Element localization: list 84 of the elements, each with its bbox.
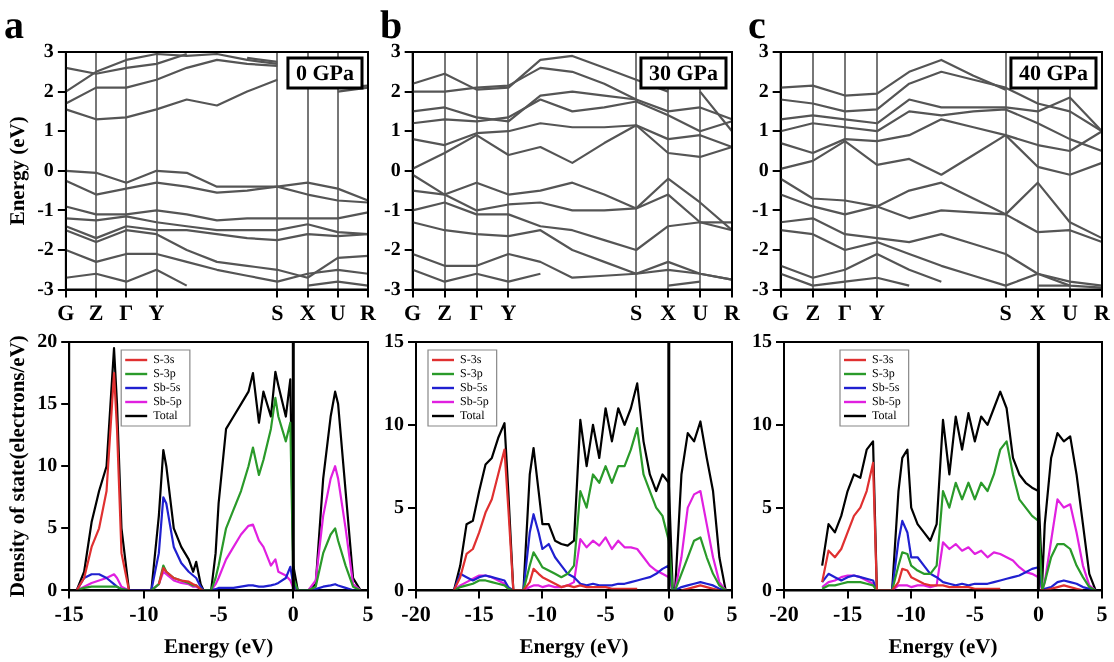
y-tick-label: 10 — [384, 413, 404, 436]
x-tick-label: 0 — [287, 603, 300, 628]
y-tick-label: 3 — [390, 41, 401, 64]
y-tick-label: 1 — [390, 120, 401, 143]
x-tick-label: Y — [869, 302, 886, 327]
y-tick-label: 3 — [758, 41, 769, 64]
y-tick-label: 2 — [43, 80, 54, 103]
y-tick-label: 15 — [752, 331, 772, 354]
x-tick-label: X — [660, 302, 677, 327]
x-tick-label: Y — [500, 302, 517, 327]
y-tick-label: 10 — [752, 413, 772, 436]
y-tick-label: 1 — [758, 120, 769, 143]
y-axis-title: Energy (eV) — [8, 115, 31, 226]
y-tick-label: 3 — [43, 41, 54, 64]
x-tick-label: G — [772, 302, 791, 327]
x-tick-label: X — [299, 302, 316, 327]
x-tick-label: 0 — [663, 603, 676, 628]
y-tick-label: 20 — [37, 331, 58, 354]
x-tick-label: S — [630, 302, 643, 327]
x-tick-label: R — [1094, 302, 1113, 327]
x-tick-label: Z — [88, 302, 104, 327]
y-tick-label: 0 — [43, 159, 54, 182]
y-tick-label: 0 — [758, 159, 769, 182]
y-tick-label: 5 — [47, 517, 58, 540]
x-tick-label: G — [404, 302, 423, 327]
x-axis-title: Energy (eV) — [164, 636, 275, 659]
y-tick-label: 15 — [384, 331, 404, 354]
y-tick-label: -3 — [37, 278, 54, 301]
y-tick-label: 5 — [394, 496, 404, 519]
x-tick-label: 5 — [362, 603, 375, 628]
y-tick-label: 10 — [37, 455, 58, 478]
y-tick-label: 1 — [43, 120, 54, 143]
y-tick-label: 2 — [758, 80, 769, 103]
x-tick-label: -5 — [965, 603, 985, 628]
x-tick-label: U — [692, 302, 709, 327]
y-tick-label: -3 — [751, 278, 769, 301]
x-tick-label: Z — [437, 302, 452, 327]
x-tick-label: Γ — [469, 302, 484, 327]
annotation: 30 GPa — [648, 61, 719, 86]
x-tick-label: -10 — [527, 603, 559, 628]
annotation: 0 GPa — [295, 61, 355, 86]
y-tick-label: -2 — [751, 239, 769, 262]
x-tick-label: -10 — [896, 603, 927, 628]
x-tick-label: U — [1061, 302, 1078, 327]
x-tick-label: -20 — [769, 603, 800, 628]
y-tick-label: -2 — [37, 239, 54, 262]
x-tick-label: -10 — [129, 603, 160, 628]
x-tick-label: G — [57, 302, 76, 327]
y-tick-label: 2 — [390, 80, 401, 103]
x-tick-label: -5 — [209, 603, 229, 628]
y-tick-label: 5 — [762, 496, 772, 519]
x-tick-label: Z — [805, 302, 821, 327]
x-tick-label: Γ — [837, 302, 852, 327]
chart-title: a — [4, 4, 24, 49]
y-tick-label: -1 — [751, 199, 769, 222]
y-tick-label: -3 — [383, 278, 401, 301]
y-tick-label: 0 — [47, 579, 58, 602]
x-tick-label: X — [1029, 302, 1046, 327]
annotation: 40 GPa — [1018, 61, 1089, 86]
y-tick-label: -1 — [383, 199, 401, 222]
y-tick-label: 0 — [394, 579, 404, 602]
x-tick-label: -15 — [54, 603, 85, 628]
x-tick-label: -15 — [464, 603, 495, 628]
x-tick-label: 5 — [1096, 603, 1109, 628]
x-tick-label: R — [360, 302, 379, 327]
x-tick-label: R — [724, 302, 743, 327]
y-tick-label: 15 — [37, 393, 58, 416]
x-tick-label: 5 — [726, 603, 739, 628]
y-tick-label: -2 — [383, 239, 401, 262]
x-axis-title: Energy (eV) — [888, 636, 999, 659]
x-tick-label: S — [271, 302, 284, 327]
x-tick-label: Γ — [119, 302, 134, 327]
y-tick-label: 0 — [390, 159, 401, 182]
x-tick-label: S — [999, 302, 1012, 327]
x-tick-label: -15 — [832, 603, 864, 628]
x-axis-title: Energy (eV) — [519, 636, 630, 659]
y-tick-label: -1 — [37, 199, 54, 222]
x-tick-label: -5 — [596, 603, 616, 628]
x-tick-label: U — [329, 302, 346, 327]
x-tick-label: Y — [148, 302, 165, 327]
y-axis-title: Density of state(electrons/eV) — [8, 334, 31, 598]
x-tick-label: 0 — [1032, 603, 1045, 628]
y-tick-label: 0 — [762, 579, 772, 602]
x-tick-label: -20 — [401, 603, 432, 628]
